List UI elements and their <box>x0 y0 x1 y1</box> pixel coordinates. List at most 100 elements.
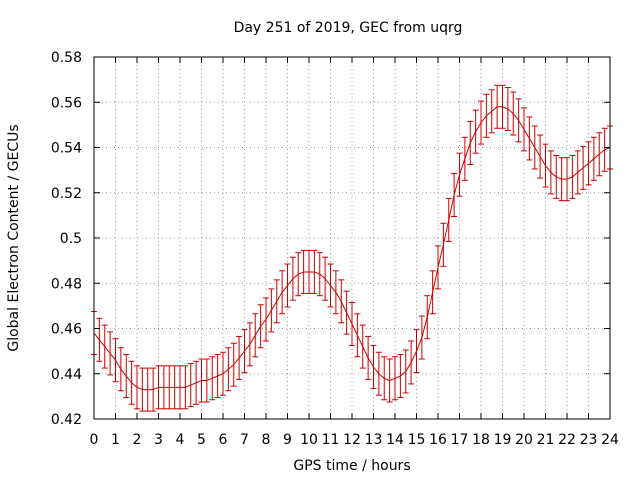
gec-error-bar <box>112 338 119 383</box>
gec-error-bar <box>537 134 544 179</box>
y-tick-label: 0.46 <box>51 322 82 338</box>
chart-title: Day 251 of 2019, GEC from uqrg <box>234 20 463 36</box>
gec-error-bar <box>171 365 178 410</box>
gec-error-bar <box>435 245 441 290</box>
x-tick-label: 6 <box>219 432 228 448</box>
gec-error-bar <box>284 263 291 308</box>
gec-error-bar <box>456 152 463 197</box>
gec-error-bar <box>134 365 140 410</box>
gec-error-bar <box>375 351 382 396</box>
gec-error-bar <box>246 322 253 367</box>
gec-series <box>91 84 613 412</box>
x-tick-label: 15 <box>408 432 426 448</box>
y-tick-label: 0.52 <box>51 186 82 202</box>
y-tick-label: 0.58 <box>51 50 82 66</box>
gec-error-bar <box>585 141 592 186</box>
gec-error-bar <box>101 324 108 369</box>
gec-error-bar <box>521 107 527 152</box>
gec-error-bar <box>300 249 307 294</box>
gec-error-bar <box>402 349 409 394</box>
x-tick-label: 9 <box>283 432 292 448</box>
gec-error-bar <box>128 360 135 405</box>
x-tick-label: 17 <box>451 432 469 448</box>
gec-error-bar <box>467 120 474 165</box>
y-tick-label: 0.48 <box>51 276 82 292</box>
x-tick-label: 2 <box>133 432 142 448</box>
x-tick-label: 10 <box>300 432 318 448</box>
gec-error-bar <box>338 279 345 324</box>
gec-error-bar <box>354 313 361 358</box>
gec-error-bar <box>365 335 372 380</box>
gec-error-bar <box>574 150 581 195</box>
x-tick-label: 3 <box>154 432 163 448</box>
gec-error-bar <box>515 98 522 143</box>
gec-error-bar <box>424 295 431 340</box>
gec-error-bar <box>268 288 275 333</box>
x-tick-label: 22 <box>558 432 576 448</box>
gec-error-bar <box>359 324 366 369</box>
gec-error-bar <box>553 154 560 199</box>
gec-error-bar <box>564 157 570 202</box>
y-axis-label: Global Electron Content / GECUs <box>6 124 22 351</box>
x-tick-label: 20 <box>515 432 533 448</box>
gec-error-bar <box>580 145 587 190</box>
gec-error-bar <box>451 173 458 218</box>
gec-error-bar <box>531 125 538 170</box>
gec-error-bar <box>440 222 447 267</box>
gec-error-bar <box>547 150 554 195</box>
gec-error-bar <box>332 270 339 315</box>
gec-error-bar <box>241 329 248 374</box>
gec-error-bar <box>193 360 200 405</box>
gec-error-bar <box>370 344 377 389</box>
x-tick-label: 19 <box>494 432 512 448</box>
gec-error-bar <box>316 252 323 297</box>
gec-error-bar <box>182 365 189 410</box>
gec-error-bar <box>230 342 237 387</box>
gec-error-bar <box>499 84 506 129</box>
gec-error-bar <box>343 290 350 335</box>
gec-error-bar <box>263 297 269 342</box>
gec-error-bar <box>166 365 173 410</box>
gec-error-bar <box>209 356 216 401</box>
gec-error-bar <box>96 317 103 362</box>
gec-error-bar <box>596 132 603 177</box>
gec-error-bar <box>494 84 501 129</box>
x-axis-label: GPS time / hours <box>293 458 410 474</box>
gec-error-bar <box>257 304 264 349</box>
x-tick-label: 12 <box>343 432 361 448</box>
gec-error-bar <box>483 93 490 138</box>
gec-error-bar <box>478 100 484 145</box>
gec-error-bar <box>408 340 415 385</box>
gec-error-bar <box>117 347 124 392</box>
gec-error-bar <box>225 347 232 392</box>
x-tick-label: 0 <box>90 432 99 448</box>
gec-error-bar <box>107 331 114 376</box>
gec-error-bar <box>510 91 517 136</box>
x-tick-label: 1 <box>111 432 120 448</box>
x-tick-label: 13 <box>365 432 383 448</box>
gec-error-bar <box>418 315 425 360</box>
y-tick-label: 0.42 <box>51 412 82 428</box>
x-tick-label: 8 <box>262 432 271 448</box>
gec-error-bar <box>445 197 452 242</box>
gec-error-bar <box>214 354 221 399</box>
gec-error-bar <box>160 365 167 410</box>
gec-error-bar <box>386 358 393 403</box>
x-tick-label: 24 <box>601 432 619 448</box>
gec-error-bar <box>392 356 398 401</box>
gec-error-bar <box>289 256 296 301</box>
gec-error-bar <box>236 335 243 380</box>
gec-error-bar <box>322 256 329 301</box>
x-tick-label: 23 <box>580 432 598 448</box>
gec-error-bar <box>203 358 210 403</box>
gec-error-bar <box>472 109 479 154</box>
gec-error-bar <box>177 365 183 410</box>
gec-error-bar <box>220 351 226 396</box>
gec-error-bar <box>150 367 157 412</box>
x-tick-label: 4 <box>176 432 185 448</box>
gec-error-bar <box>429 270 436 315</box>
gec-error-bar <box>558 157 565 202</box>
x-tick-label: 18 <box>472 432 490 448</box>
gec-error-bar <box>569 154 576 199</box>
